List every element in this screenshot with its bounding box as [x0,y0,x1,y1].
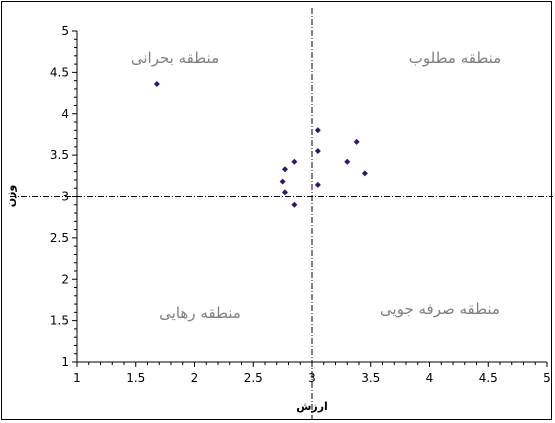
tick-labels: 1 1.5 2 2.5 3 3.5 4 4.5 5 1 1.5 2 2.5 3 3.5 4 4.5 5 [50,24,551,385]
data-point [314,147,321,154]
y-axis-title: وزن [4,185,17,208]
x-tick-label: 2.5 [244,371,263,385]
reference-lines [10,8,553,420]
data-point [279,178,286,185]
y-tick-label: 3.5 [50,148,69,162]
zone-label-release: منطقه رهایی [159,304,241,322]
zone-label-critical: منطقه بحرانی [131,49,219,67]
data-point [281,166,288,173]
y-tick-label: 5 [61,24,69,38]
x-tick-label: 3.5 [361,371,380,385]
y-tick-label: 2.5 [50,231,69,245]
y-tick-label: 3 [61,190,69,204]
x-tick-label: 5 [543,371,551,385]
x-tick-label: 2 [191,371,199,385]
data-point [353,138,360,145]
x-tick-label: 1.5 [126,371,145,385]
data-point [361,170,368,177]
x-axis-title: ارزش [296,400,328,413]
y-tick-label: 2 [61,272,69,286]
zone-label-desirable: منطقه مطلوب [409,49,501,67]
x-tick-label: 3 [308,371,316,385]
zone-label-saving: منطقه صرفه جویی [380,300,500,318]
data-point [291,201,298,208]
x-tick-label: 4.5 [479,371,498,385]
x-tick-label: 1 [73,371,81,385]
y-tick-label: 1 [61,355,69,369]
y-tick-label: 4.5 [50,65,69,79]
data-point [291,158,298,165]
y-tick-label: 1.5 [50,314,69,328]
data-points [153,80,368,208]
data-point [314,181,321,188]
zone-labels: منطقه بحرانی منطقه مطلوب منطقه رهایی منط… [131,49,501,322]
x-tick-label: 4 [426,371,434,385]
data-point [281,189,288,196]
data-point [344,158,351,165]
data-point [153,80,160,87]
y-tick-label: 4 [61,107,69,121]
data-point [314,127,321,134]
